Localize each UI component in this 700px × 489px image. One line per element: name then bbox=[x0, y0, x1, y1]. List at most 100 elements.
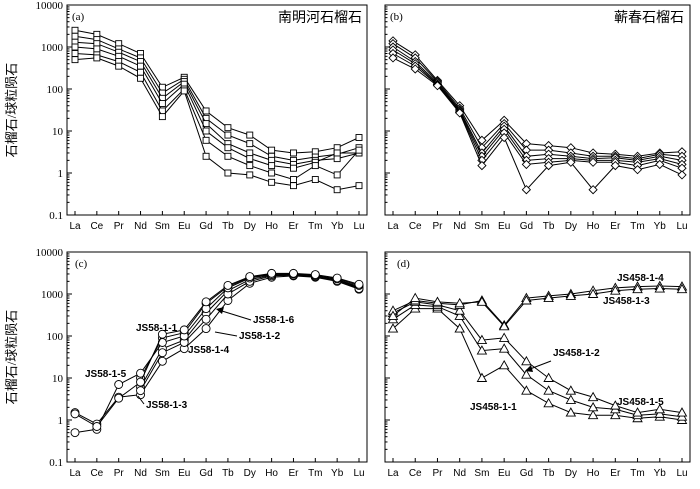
point-js458-1-2-nd bbox=[454, 310, 465, 320]
panel-a-title: 南明河石榴石 bbox=[278, 10, 362, 26]
point-s1-ho bbox=[268, 146, 276, 154]
y-tick-label: 100 bbox=[47, 84, 64, 96]
point-js458-1-2-eu bbox=[498, 343, 510, 353]
x-tick-label-eu: Eu bbox=[178, 468, 190, 479]
point-js58-1-6-er bbox=[289, 268, 298, 278]
point-js58-1-5-la bbox=[70, 428, 80, 438]
point-s1-dy bbox=[246, 131, 254, 139]
point-s6-ho bbox=[588, 185, 598, 195]
x-tick-label-la: La bbox=[387, 468, 399, 479]
point-js58-1-6-ho bbox=[267, 268, 277, 278]
x-tick-label-pr: Pr bbox=[432, 221, 443, 232]
panel-b: (b) 蕲春石榴石 La Ce Pr Nd Sm Eu Gd Tb Dy Ho Er Tm Yb Lu bbox=[384, 4, 691, 232]
annotation-js458-1-2: JS458-1-2 bbox=[553, 348, 600, 359]
point-js458-1-1-tb bbox=[543, 397, 554, 408]
x-tick-label-eu: Eu bbox=[498, 221, 510, 232]
point-s6-nd bbox=[455, 108, 465, 118]
point-js458-1-3-eu bbox=[498, 332, 510, 342]
point-js58-1-6-yb bbox=[332, 273, 342, 283]
y-axis-title-top: 石榴石/球粒陨石 bbox=[4, 63, 19, 158]
point-js58-1-6-lu bbox=[354, 279, 364, 289]
point-s4-dy bbox=[246, 155, 254, 163]
arrowhead-js58-1-6 bbox=[216, 307, 224, 314]
x-tick-label-sm: Sm bbox=[155, 468, 170, 479]
x-tick-label-pr: Pr bbox=[114, 468, 125, 479]
x-tick-label-yb: Yb bbox=[654, 468, 667, 479]
point-s1-tb bbox=[224, 124, 232, 132]
point-js458-1-5-gd bbox=[521, 295, 532, 305]
point-s6-eu bbox=[499, 132, 509, 143]
point-s5-er bbox=[290, 176, 297, 183]
point-s6-tb bbox=[224, 169, 232, 177]
point-s6-gd bbox=[202, 152, 210, 160]
point-s5-lu bbox=[355, 146, 363, 154]
annotation-js58-1-2: JS58-1-2 bbox=[239, 331, 281, 342]
x-tick-label-gd: Gd bbox=[520, 221, 533, 232]
panel-b-title: 蕲春石榴石 bbox=[614, 10, 684, 26]
point-s5-yb bbox=[333, 171, 341, 179]
point-js458-1-5-sm bbox=[476, 296, 488, 306]
x-tick-label-lu: Lu bbox=[676, 221, 687, 232]
point-s6-sm bbox=[158, 113, 166, 121]
series-line-s5 bbox=[392, 53, 683, 169]
point-js458-1-3-tb bbox=[543, 372, 554, 382]
point-js58-1-6-nd bbox=[136, 377, 145, 387]
point-s4-tb bbox=[224, 144, 232, 152]
point-s6-er bbox=[290, 182, 297, 190]
x-tick-label-ho: Ho bbox=[587, 468, 600, 479]
point-js458-1-1-er bbox=[610, 409, 621, 420]
point-s6-tm bbox=[632, 165, 643, 175]
point-s6-gd bbox=[521, 185, 532, 195]
point-s6-nd bbox=[137, 74, 144, 82]
y-tick-label: 1 bbox=[58, 168, 64, 180]
point-js58-1-6-ce bbox=[92, 422, 102, 431]
panel-b-label: (b) bbox=[390, 11, 403, 23]
x-tick-label-tm: Tm bbox=[630, 221, 644, 232]
x-tick-label-tb: Tb bbox=[543, 468, 555, 479]
point-js458-1-1-nd bbox=[454, 323, 465, 333]
panel-d: (d) La Ce Pr Nd Sm Eu Gd Tb Dy Ho Er Tm Yb Lu JS458-1… bbox=[384, 251, 691, 479]
series-line-s4 bbox=[74, 46, 359, 169]
x-tick-label-tb: Tb bbox=[222, 221, 234, 232]
point-js458-1-2-yb bbox=[654, 408, 666, 418]
series-line-s6 bbox=[74, 57, 360, 191]
point-js58-1-6-gd bbox=[201, 297, 211, 307]
point-js458-1-1-la bbox=[387, 323, 399, 333]
x-tick-label-ho: Ho bbox=[265, 468, 278, 479]
y-tick-label: 10000 bbox=[36, 0, 64, 12]
point-s6-lu bbox=[355, 182, 363, 190]
x-tick-label-dy: Dy bbox=[244, 468, 256, 479]
point-js458-1-5-dy bbox=[565, 290, 577, 300]
panel-a: (a) 南明河石榴石 10000 1000 100 10 1 0.1 La Ce Pr Nd Sm… bbox=[36, 0, 368, 232]
point-s3-yb bbox=[333, 155, 341, 163]
point-js58-1-3-sm bbox=[157, 356, 167, 366]
point-js58-1-4-nd bbox=[136, 386, 145, 396]
point-js458-1-3-nd bbox=[454, 305, 465, 315]
point-s4-ho bbox=[268, 162, 276, 170]
point-s6-pr bbox=[432, 81, 443, 91]
x-tick-label-yb: Yb bbox=[654, 221, 667, 232]
point-js458-1-3-lu bbox=[676, 407, 688, 417]
point-s5-tb bbox=[224, 152, 232, 160]
x-tick-label-tm: Tm bbox=[630, 468, 644, 479]
point-js458-1-2-sm bbox=[476, 345, 488, 355]
point-js58-1-4-gd bbox=[201, 314, 211, 324]
x-tick-label-tm: Tm bbox=[308, 221, 322, 232]
point-s6-yb bbox=[655, 159, 665, 170]
point-s5-gd bbox=[202, 136, 210, 144]
point-s4-yb bbox=[333, 149, 341, 157]
point-s6-ce bbox=[410, 64, 420, 74]
arrow-js458-1-2 bbox=[529, 360, 552, 370]
x-tick-label-yb: Yb bbox=[331, 468, 344, 479]
point-s1-gd bbox=[202, 107, 210, 115]
x-tick-label-pr: Pr bbox=[432, 468, 443, 479]
point-js458-1-1-eu bbox=[498, 359, 510, 370]
series-line-js458-1-3 bbox=[392, 301, 683, 414]
point-js458-1-2-dy bbox=[565, 394, 577, 404]
x-tick-label-ce: Ce bbox=[90, 468, 103, 479]
panel-d-frame bbox=[384, 251, 691, 463]
point-js458-1-5-pr bbox=[432, 296, 443, 306]
x-tick-label-ho: Ho bbox=[265, 221, 278, 232]
x-tick-label-dy: Dy bbox=[244, 221, 256, 232]
